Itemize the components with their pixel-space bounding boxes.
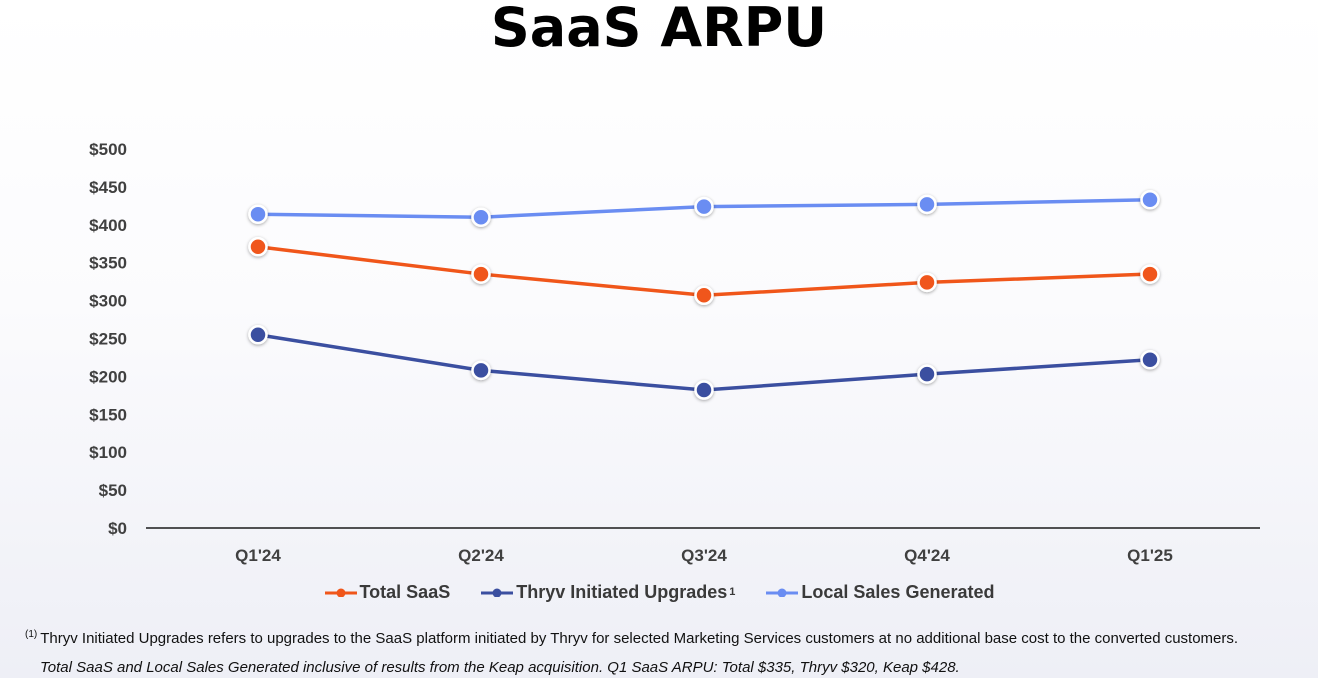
y-tick-label: $350	[89, 254, 127, 273]
y-tick-label: $250	[89, 330, 127, 349]
line-chart: $0 $50 $100 $150 $200 $250 $300 $350 $400 $450 $50…	[89, 140, 1260, 565]
legend-label: Local Sales Generated	[801, 581, 995, 602]
data-point	[694, 285, 714, 306]
series-group	[248, 324, 1160, 400]
footnote-text: Thryv Initiated Upgrades refers to upgra…	[40, 630, 1239, 647]
data-point	[471, 360, 491, 381]
y-tick-label: $0	[108, 519, 127, 538]
y-axis: $0 $50 $100 $150 $200 $250 $300 $350 $400 $450 $50…	[89, 140, 127, 538]
data-point	[1140, 264, 1160, 284]
footnote: (1) Thryv Initiated Upgrades refers to up…	[25, 629, 1315, 647]
series-layer	[248, 190, 1160, 400]
footnote-marker: (1)	[25, 629, 38, 640]
y-tick-label: $300	[89, 292, 127, 311]
x-axis: Q1'24 Q2'24 Q3'24 Q4'24 Q1'25	[235, 546, 1173, 565]
data-point	[917, 194, 937, 215]
x-tick-label: Q1'24	[235, 546, 281, 565]
y-tick-label: $500	[89, 140, 127, 159]
y-tick-label: $150	[89, 405, 127, 424]
legend-swatch	[766, 588, 799, 597]
legend-swatch	[481, 588, 514, 597]
y-tick-label: $400	[89, 216, 127, 235]
data-point	[471, 207, 491, 227]
y-tick-label: $450	[89, 178, 127, 197]
y-tick-label: $100	[89, 443, 127, 462]
legend-item: Thryv Initiated Upgrades 1	[480, 582, 735, 603]
series-group	[248, 190, 1160, 227]
data-point	[248, 237, 268, 257]
data-point	[471, 264, 491, 284]
legend-label: Total SaaS	[359, 581, 451, 602]
data-point	[694, 196, 714, 217]
x-tick-label: Q3'24	[681, 546, 727, 565]
data-point	[1140, 349, 1160, 370]
legend-item: Local Sales Generated	[765, 582, 994, 603]
legend-footnote-ref: 1	[729, 586, 736, 598]
series-group	[248, 237, 1160, 306]
y-tick-label: $200	[89, 367, 127, 386]
data-point	[248, 324, 268, 345]
legend-label: Thryv Initiated Upgrades	[516, 581, 728, 602]
data-point	[1140, 190, 1160, 210]
data-point	[694, 380, 714, 400]
legend-swatch	[324, 588, 357, 597]
data-point	[248, 204, 268, 224]
data-point	[917, 272, 937, 293]
chart-legend: Total SaaS Thryv Initiated Upgrades 1 Local…	[0, 578, 1318, 606]
legend-item: Total SaaS	[324, 581, 451, 603]
y-tick-label: $50	[99, 481, 127, 500]
x-tick-label: Q2'24	[458, 546, 504, 565]
acquisition-note: Total SaaS and Local Sales Generated inc…	[40, 659, 960, 676]
page-title: SaaS ARPU	[490, 0, 828, 59]
x-tick-label: Q1'25	[1127, 546, 1173, 565]
data-point	[917, 364, 937, 384]
x-tick-label: Q4'24	[904, 546, 950, 565]
